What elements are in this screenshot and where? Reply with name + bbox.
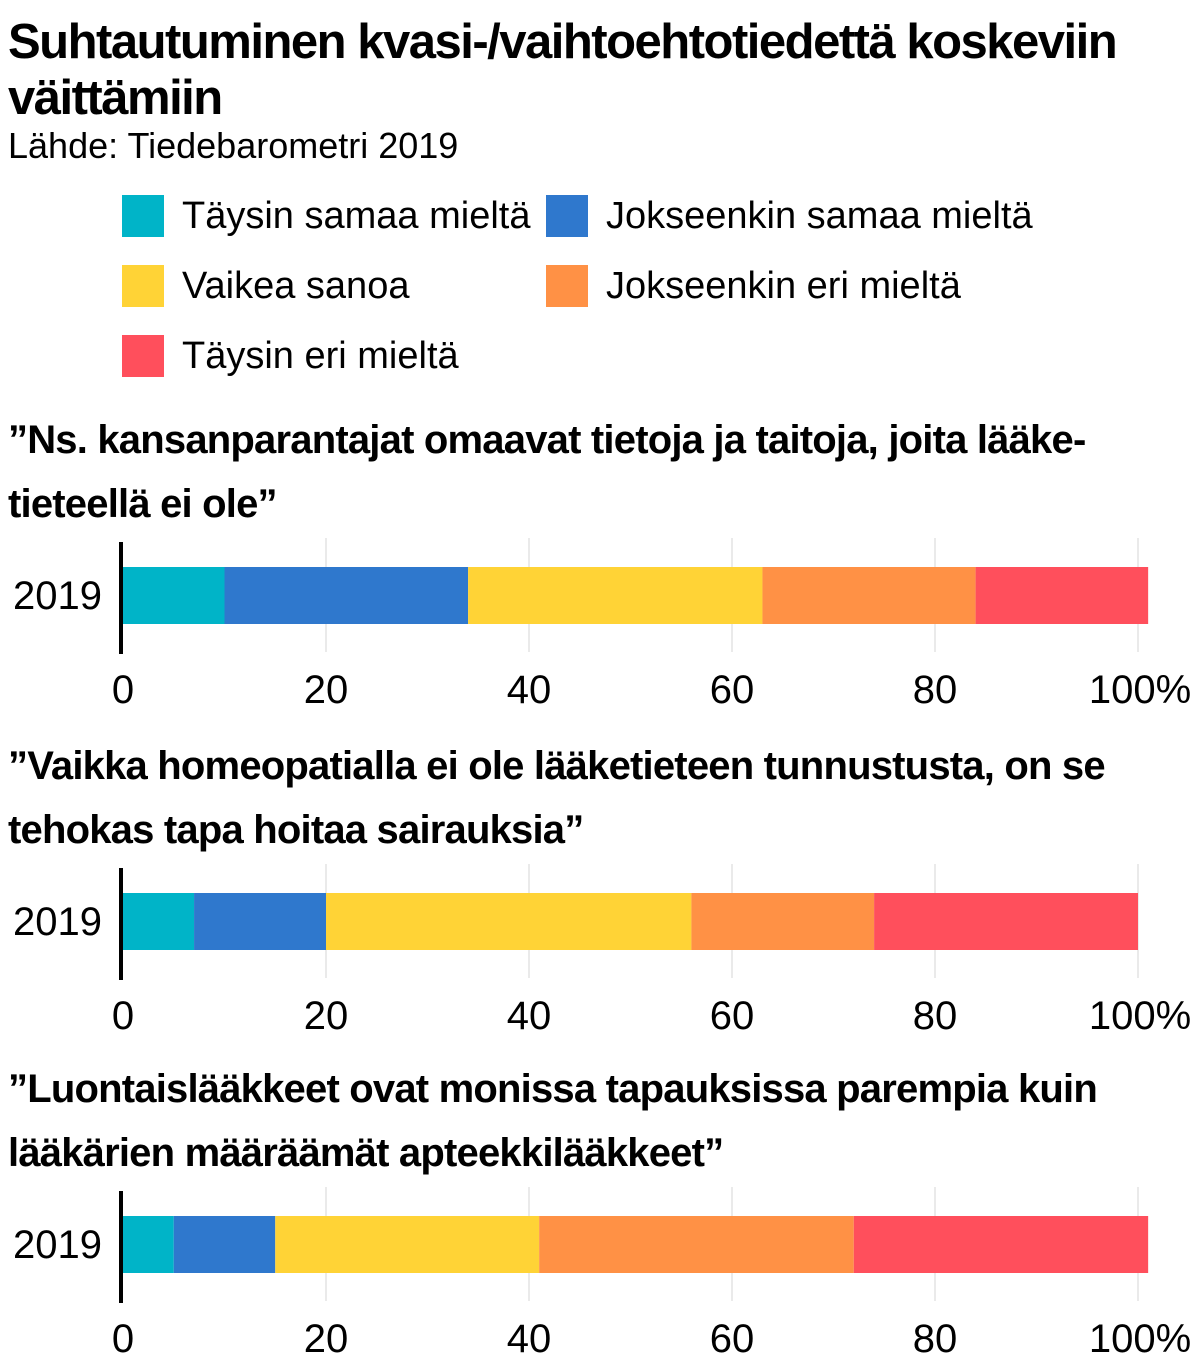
chart-panel-kansanparantajat: ”Ns. kansanparantajat omaavat tietoja ja… [0, 408, 1199, 718]
bar-segment [194, 893, 326, 950]
panel-title: ”Luontaislääkkeet ovat monissa tapauksis… [8, 1067, 1098, 1175]
legend-label: Täysin eri mieltä [182, 334, 459, 377]
stacked-bar-chart: 0 20 40 60 80 100% 2019 [13, 1187, 1191, 1361]
x-tick-label: 0 [112, 994, 134, 1038]
x-tick-label: 60 [710, 994, 755, 1038]
x-tick-label: 20 [304, 1317, 349, 1361]
bar-segment [123, 567, 225, 624]
y-category-label: 2019 [13, 574, 102, 618]
x-tick-label: 60 [710, 1317, 755, 1361]
bar-segment [853, 1216, 1149, 1273]
x-tick-label: 60 [710, 668, 755, 712]
x-tick-label: 100% [1089, 668, 1191, 712]
bar-segment [539, 1216, 854, 1273]
bar-segment [123, 893, 195, 950]
legend-item-taysin-eri: Täysin eri mieltä [122, 334, 459, 378]
x-tick-label: 100% [1089, 1317, 1191, 1361]
x-tick-label: 0 [112, 668, 134, 712]
y-category-label: 2019 [13, 900, 102, 944]
x-tick-label: 40 [507, 994, 552, 1038]
legend-swatch [122, 265, 164, 307]
panel-title: ”Vaikka homeopatialla ei ole lääketietee… [8, 744, 1106, 852]
x-tick-label: 80 [913, 994, 958, 1038]
bar-segment [123, 1216, 174, 1273]
legend-item-taysin-samaa: Täysin samaa mieltä [122, 194, 530, 238]
x-tick-label: 100% [1089, 994, 1191, 1038]
x-tick-label: 80 [913, 1317, 958, 1361]
x-tick-label: 0 [112, 1317, 134, 1361]
stacked-bar-chart: 0 20 40 60 80 100% 2019 [13, 538, 1191, 712]
x-tick-label: 40 [507, 668, 552, 712]
legend-label: Jokseenkin samaa mieltä [606, 194, 1033, 237]
x-tick-label: 20 [304, 668, 349, 712]
x-tick-label: 40 [507, 1317, 552, 1361]
chart-title: Suhtautuminen kvasi-/vaihtoehtotiedettä … [8, 15, 1118, 125]
bar-segment [468, 567, 763, 624]
legend-item-vaikea-sanoa: Vaikea sanoa [122, 264, 409, 308]
legend: Täysin samaa mieltä Jokseenkin samaa mie… [122, 194, 1122, 394]
bar-segment [691, 893, 875, 950]
legend-label: Täysin samaa mieltä [182, 194, 531, 237]
legend-label: Jokseenkin eri mieltä [606, 264, 961, 307]
chart-panel-homeopatia: ”Vaikka homeopatialla ei ole lääketietee… [0, 734, 1199, 1044]
legend-swatch [546, 195, 588, 237]
bar-segment [762, 567, 976, 624]
bar-segment [874, 893, 1138, 950]
x-tick-label: 80 [913, 668, 958, 712]
legend-label: Vaikea sanoa [182, 264, 410, 307]
legend-swatch [122, 195, 164, 237]
bar-segment [975, 567, 1149, 624]
chart-panel-luontaislaakkeet: ”Luontaislääkkeet ovat monissa tapauksis… [0, 1057, 1199, 1369]
bar-segment [224, 567, 469, 624]
panel-title: ”Ns. kansanparantajat omaavat tietoja ja… [8, 418, 1086, 526]
legend-swatch [122, 335, 164, 377]
bar-segment [275, 1216, 540, 1273]
y-category-label: 2019 [13, 1223, 102, 1267]
stacked-bar-chart: 0 20 40 60 80 100% 2019 [13, 864, 1191, 1038]
legend-item-jokseenkin-eri: Jokseenkin eri mieltä [546, 264, 961, 308]
bar-segment [326, 893, 692, 950]
legend-item-jokseenkin-samaa: Jokseenkin samaa mieltä [546, 194, 1033, 238]
x-tick-label: 20 [304, 994, 349, 1038]
source-note: Lähde: Tiedebarometri 2019 [8, 125, 459, 166]
legend-swatch [546, 265, 588, 307]
bar-segment [173, 1216, 276, 1273]
